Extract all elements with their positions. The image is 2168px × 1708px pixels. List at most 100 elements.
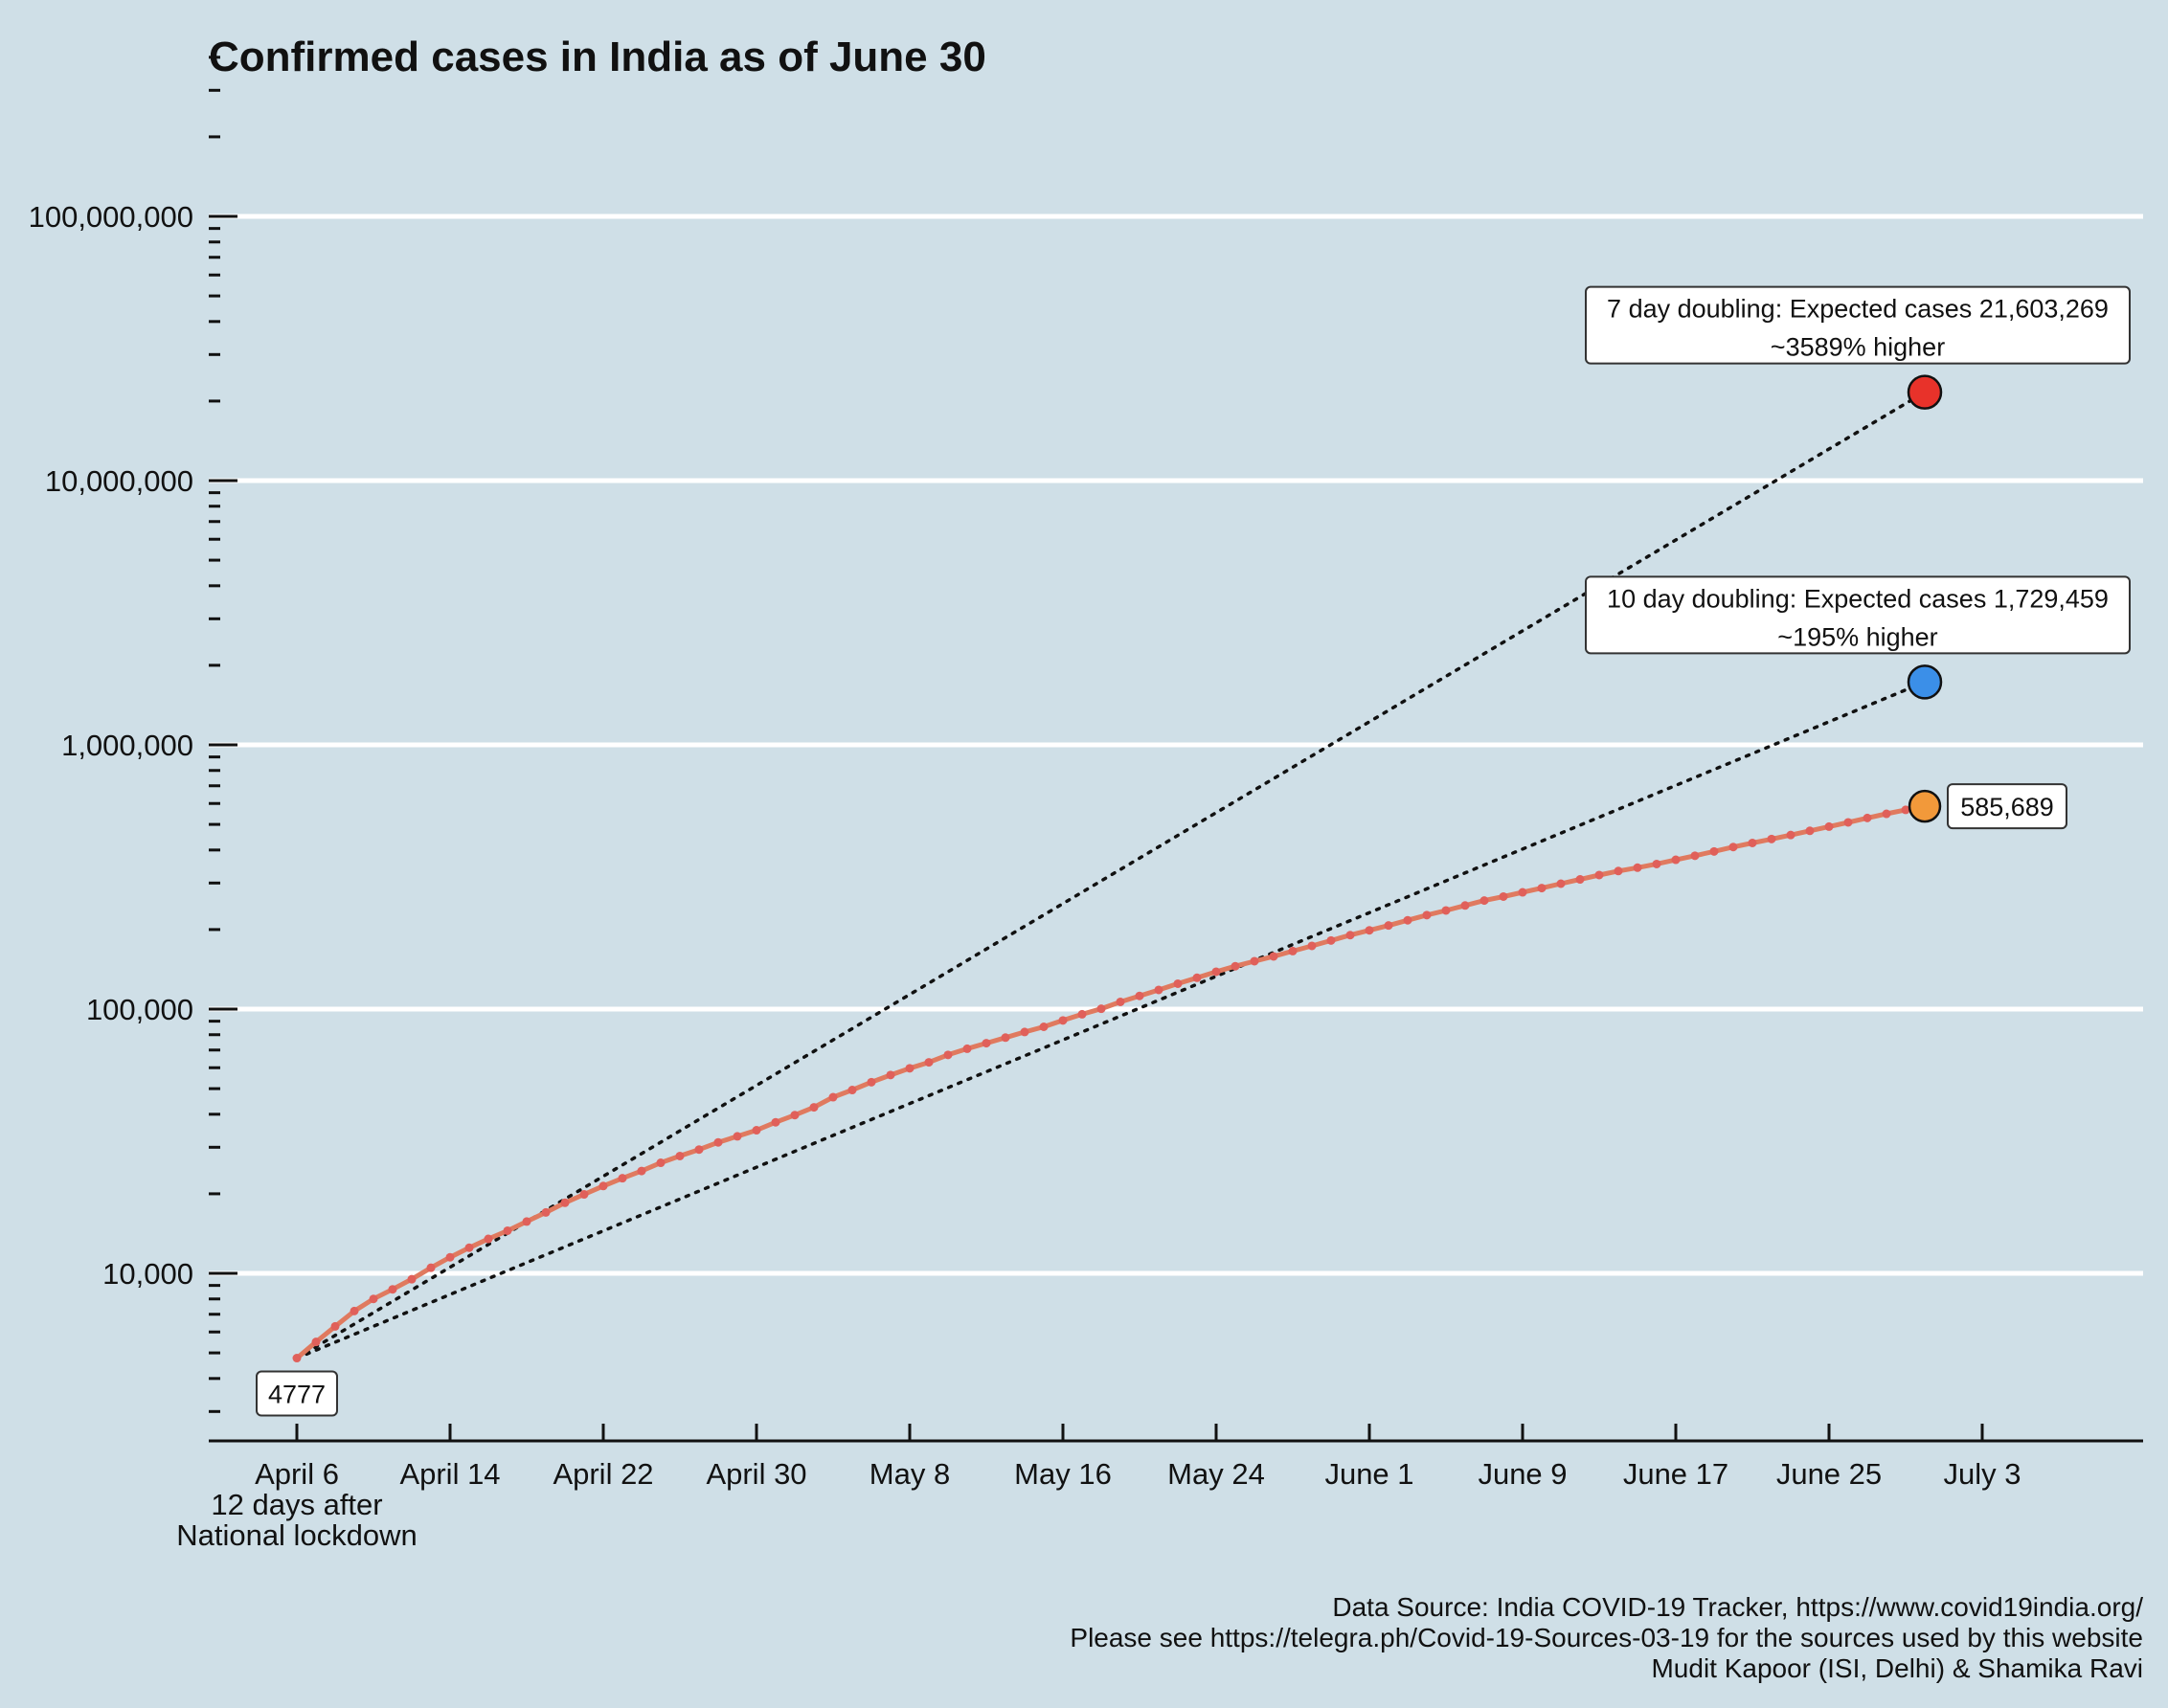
data-point bbox=[943, 1050, 953, 1060]
credit-line-1: Please see https://telegra.ph/Covid-19-S… bbox=[1070, 1623, 2143, 1652]
data-point bbox=[1518, 888, 1527, 897]
x-tick-label: June 9 bbox=[1478, 1457, 1567, 1491]
end-point-label-box bbox=[1947, 783, 2067, 830]
data-point bbox=[809, 1103, 819, 1112]
data-point bbox=[1863, 813, 1872, 822]
data-point bbox=[1096, 1004, 1106, 1014]
data-point bbox=[350, 1306, 359, 1315]
data-point bbox=[733, 1132, 742, 1141]
chart-title: Confirmed cases in India as of June 30 bbox=[209, 34, 986, 80]
data-point bbox=[905, 1064, 915, 1073]
data-point bbox=[1767, 834, 1776, 843]
data-point bbox=[924, 1058, 934, 1068]
data-point bbox=[1671, 855, 1681, 865]
projection-label-box-1 bbox=[1585, 575, 2131, 655]
x-tick-label: July 3 bbox=[1944, 1457, 2021, 1491]
data-point bbox=[1824, 821, 1834, 831]
data-point bbox=[484, 1234, 493, 1244]
data-point bbox=[847, 1086, 857, 1095]
data-point bbox=[1307, 941, 1317, 951]
x-tick-label: April 30 bbox=[706, 1457, 806, 1491]
data-point bbox=[1039, 1022, 1049, 1031]
data-point bbox=[1728, 843, 1738, 852]
projection-label-text: 10 day doubling: Expected cases 1,729,45… bbox=[1607, 584, 2109, 613]
x-tick-label: April 22 bbox=[553, 1457, 653, 1491]
grid-lines bbox=[209, 214, 2143, 1276]
cases-series bbox=[292, 801, 1930, 1363]
data-point bbox=[1154, 985, 1163, 995]
credit-line-2: Mudit Kapoor (ISI, Delhi) & Shamika Ravi bbox=[1651, 1653, 2143, 1683]
data-point bbox=[1384, 921, 1393, 931]
data-point bbox=[1441, 906, 1451, 915]
x-tick-label: National lockdown bbox=[176, 1518, 418, 1552]
data-point bbox=[656, 1158, 666, 1168]
data-point bbox=[1211, 967, 1221, 977]
projection-marker-0 bbox=[1907, 374, 1943, 410]
data-point bbox=[1652, 859, 1661, 868]
data-point bbox=[1614, 866, 1623, 876]
data-point bbox=[1288, 946, 1298, 955]
data-point bbox=[713, 1137, 723, 1147]
data-point bbox=[752, 1126, 761, 1135]
data-point bbox=[311, 1337, 321, 1347]
data-point bbox=[1116, 997, 1125, 1006]
data-point bbox=[1594, 870, 1604, 880]
data-point bbox=[1709, 846, 1719, 856]
projection-label-text: ~195% higher bbox=[1777, 622, 1937, 651]
data-point bbox=[618, 1174, 627, 1183]
data-point bbox=[1786, 830, 1795, 840]
y-tick-label: 10,000 bbox=[102, 1257, 193, 1291]
data-point bbox=[1537, 884, 1547, 893]
projection-label-box-0 bbox=[1585, 285, 2131, 365]
x-tick-label: June 17 bbox=[1623, 1457, 1728, 1491]
data-point bbox=[1192, 973, 1202, 982]
data-point bbox=[464, 1243, 474, 1252]
data-point bbox=[1479, 896, 1489, 906]
x-tick-label: 12 days after bbox=[211, 1488, 382, 1521]
data-point bbox=[522, 1217, 531, 1226]
data-point bbox=[867, 1077, 876, 1087]
data-point bbox=[1173, 978, 1183, 988]
x-tick-label: May 16 bbox=[1014, 1457, 1112, 1491]
projection-marker-1 bbox=[1907, 664, 1943, 700]
data-point bbox=[541, 1207, 551, 1217]
data-point bbox=[1020, 1027, 1029, 1037]
annotations: 7 day doubling: Expected cases 21,603,26… bbox=[256, 285, 2131, 1417]
data-point bbox=[1001, 1033, 1010, 1043]
y-tick-label: 100,000,000 bbox=[29, 200, 193, 234]
end-point-marker bbox=[1908, 789, 1942, 823]
data-point bbox=[886, 1070, 895, 1080]
credits: Data Source: India COVID-19 Tracker, htt… bbox=[1070, 1592, 2143, 1683]
projection-label-text: 7 day doubling: Expected cases 21,603,26… bbox=[1607, 295, 2109, 324]
projection-line-0 bbox=[295, 390, 1927, 1360]
y-tick-label: 100,000 bbox=[86, 993, 193, 1026]
data-point bbox=[1231, 961, 1240, 971]
data-point bbox=[560, 1198, 570, 1207]
data-point bbox=[1422, 910, 1432, 920]
data-point bbox=[598, 1181, 608, 1191]
data-point bbox=[1805, 826, 1815, 836]
data-point bbox=[1403, 915, 1412, 925]
data-point bbox=[1365, 926, 1374, 935]
start-point-label: 4777 bbox=[268, 1381, 326, 1409]
data-point bbox=[579, 1190, 589, 1200]
data-point bbox=[962, 1044, 972, 1053]
projection-lines bbox=[295, 390, 1927, 1360]
data-point bbox=[1882, 809, 1891, 819]
start-point-label-box bbox=[256, 1370, 338, 1417]
data-point bbox=[694, 1145, 704, 1155]
data-point bbox=[790, 1111, 800, 1120]
data-point bbox=[1345, 931, 1355, 940]
data-point bbox=[675, 1151, 685, 1160]
data-point bbox=[1575, 875, 1585, 885]
data-point bbox=[503, 1225, 512, 1235]
credit-line-0: Data Source: India COVID-19 Tracker, htt… bbox=[1332, 1592, 2143, 1622]
data-point bbox=[771, 1117, 780, 1127]
projection-line-1 bbox=[295, 680, 1927, 1360]
data-point bbox=[1499, 891, 1508, 901]
data-point bbox=[1269, 952, 1278, 961]
data-point bbox=[1250, 956, 1259, 966]
data-point bbox=[426, 1263, 436, 1272]
x-tick-label: April 14 bbox=[399, 1457, 500, 1491]
